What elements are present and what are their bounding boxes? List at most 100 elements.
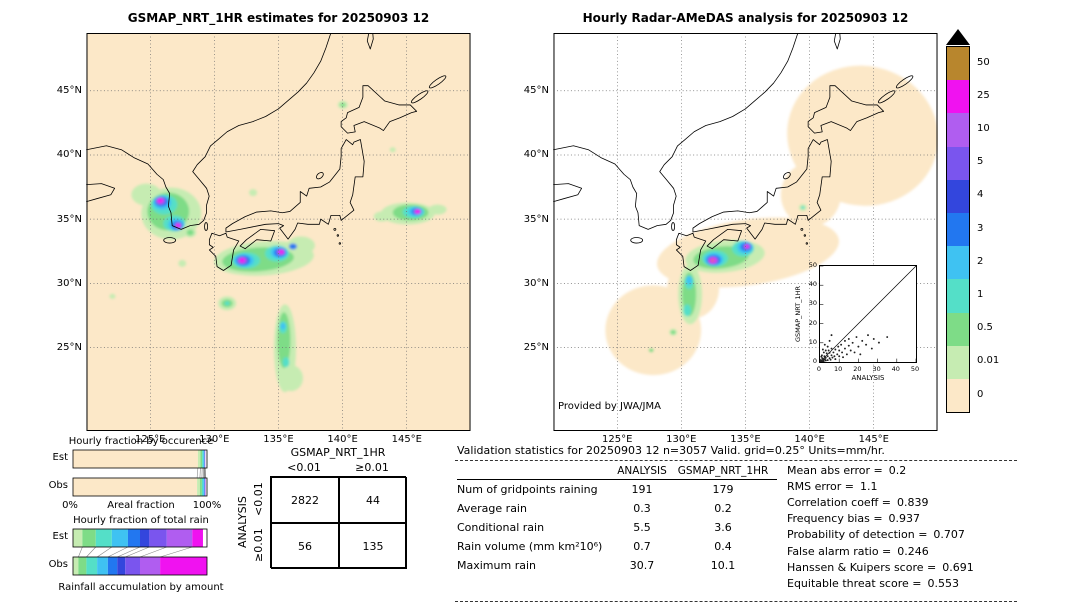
radar-amedas-precipitation-map bbox=[553, 32, 939, 432]
colorbar-band-magenta bbox=[947, 80, 969, 114]
total-rain-est-label: Est bbox=[52, 531, 68, 542]
score-row: False alarm ratio = 0.246 bbox=[787, 543, 1019, 559]
analysis-column-header: ANALYSIS bbox=[617, 464, 667, 477]
validation-title: Validation statistics for 20250903 12 n=… bbox=[457, 444, 885, 457]
stat-row: Num of gridpoints raining 191 179 bbox=[457, 480, 777, 499]
contingency-grid: 2822 44 56 135 bbox=[270, 476, 407, 569]
right-map-title: Hourly Radar-AMeDAS analysis for 2025090… bbox=[582, 11, 909, 25]
lat-tick-label: 25°N bbox=[56, 342, 82, 354]
stat-value: 179 bbox=[712, 483, 734, 496]
colorbar-tick-label: 1 bbox=[977, 289, 984, 300]
colorbar-tick-label: 2 bbox=[977, 255, 984, 267]
stat-value: 3.6 bbox=[714, 521, 732, 534]
inset-y-tick-label: 20 bbox=[808, 318, 817, 327]
validation-table-rows: Num of gridpoints raining 191 179 Average r… bbox=[457, 480, 777, 575]
colorbar-band-indigo bbox=[947, 179, 969, 213]
score-value: 0.839 bbox=[897, 495, 929, 509]
score-row: Frequency bias = 0.937 bbox=[787, 511, 1019, 527]
contingency-row-group-label: ANALYSIS bbox=[236, 496, 249, 548]
lon-tick-label: 145°E bbox=[858, 434, 889, 445]
score-row: Mean abs error = 0.2 bbox=[787, 462, 1019, 478]
colorbar-band-blue bbox=[947, 212, 969, 247]
colorbar-tick-label: 3 bbox=[977, 222, 984, 234]
validation-table: ANALYSIS GSMAP_NRT_1HR Num of gridpoints… bbox=[457, 462, 777, 575]
lon-tick-label: 135°E bbox=[730, 434, 761, 445]
stat-value: 30.7 bbox=[629, 559, 655, 572]
inset-y-tick-label: 40 bbox=[808, 280, 817, 289]
inset-x-tick-label: 40 bbox=[891, 365, 900, 373]
colorbar-tick-label: 50 bbox=[977, 56, 990, 68]
score-label: Frequency bias = bbox=[787, 512, 883, 526]
colorbar-tick-label: 0 bbox=[977, 388, 984, 400]
lat-tick-label: 30°N bbox=[523, 278, 549, 289]
gsmap-precipitation-map bbox=[86, 32, 471, 432]
occurrence-chart-title: Hourly fraction by occurence bbox=[68, 436, 214, 447]
inset-x-axis-label: ANALYSIS bbox=[851, 374, 885, 382]
stat-value: 0.3 bbox=[633, 502, 651, 515]
total-rain-obs-label: Obs bbox=[48, 559, 68, 570]
contingency-row-label-lt: <0.01 bbox=[252, 482, 265, 516]
colorbar-band-palegreen bbox=[947, 345, 969, 379]
validation-stats: Validation statistics for 20250903 12 n=… bbox=[455, 444, 1020, 609]
inset-scatter-points bbox=[819, 265, 917, 363]
score-row: Equitable threat score = 0.553 bbox=[787, 575, 1019, 591]
stat-row: Rain volume (mm km²10⁶) 0.7 0.4 bbox=[457, 537, 777, 556]
lon-tick-label: 125°E bbox=[134, 434, 166, 445]
radar-precip-layer bbox=[605, 65, 939, 376]
colorbar-tick-label: 25 bbox=[977, 89, 990, 101]
contingency-col-label-lt: <0.01 bbox=[287, 461, 321, 474]
stat-value: 191 bbox=[631, 483, 653, 496]
inset-y-tick-label: 10 bbox=[808, 337, 817, 346]
lat-tick-label: 30°N bbox=[56, 278, 82, 289]
areal-fraction-max-label: 100% bbox=[192, 500, 222, 511]
colorbar-tick-label: 0.5 bbox=[977, 322, 993, 334]
lon-tick-label: 135°E bbox=[263, 434, 294, 445]
contingency-table: GSMAP_NRT_1HR <0.01 ≥0.01 ANALYSIS <0.01… bbox=[236, 444, 436, 574]
contingency-row-label-ge: ≥0.01 bbox=[252, 528, 265, 562]
score-label: Mean abs error = bbox=[787, 463, 883, 477]
occurrence-stacked-bars bbox=[72, 449, 208, 497]
stat-value: 0.4 bbox=[714, 540, 732, 553]
radar-amedas-map-panel: Hourly Radar-AMeDAS analysis for 2025090… bbox=[524, 11, 939, 445]
divider-bottom bbox=[455, 601, 1017, 602]
colorbar: 50 25 10 5 4 3 2 1 0.5 0.01 0 bbox=[946, 28, 1021, 428]
stat-row: Average rain 0.3 0.2 bbox=[457, 499, 777, 518]
score-value: 0.2 bbox=[888, 463, 907, 477]
lon-tick-label: 130°E bbox=[666, 434, 697, 445]
score-row: Probability of detection = 0.707 bbox=[787, 527, 1019, 543]
colorbar-band-violet bbox=[947, 113, 969, 147]
occurrence-est-label: Est bbox=[52, 452, 68, 463]
data-credit: Provided by JWA/JMA bbox=[558, 401, 661, 412]
contingency-cell-fp: 44 bbox=[339, 477, 407, 523]
contingency-cell-tp: 135 bbox=[339, 523, 407, 569]
gsmap-map-panel: GSMAP_NRT_1HR estimates for 20250903 12 bbox=[57, 11, 471, 445]
colorbar-band-green bbox=[947, 312, 969, 346]
colorbar-tick-label: 4 bbox=[977, 189, 984, 201]
lat-tick-label: 40°N bbox=[523, 149, 549, 161]
colorbar-overflow-triangle-icon bbox=[946, 29, 970, 45]
contingency-cell-tn: 2822 bbox=[271, 477, 339, 523]
score-row: RMS error = 1.1 bbox=[787, 478, 1019, 494]
contingency-col-label-ge: ≥0.01 bbox=[355, 461, 389, 474]
stat-label: Conditional rain bbox=[457, 521, 545, 534]
colorbar-tick-label: 10 bbox=[977, 123, 990, 134]
inset-x-tick-label: 30 bbox=[872, 365, 881, 373]
score-label: Probability of detection = bbox=[787, 528, 928, 542]
inset-x-tick-label: 50 bbox=[910, 365, 920, 373]
score-label: RMS error = bbox=[787, 479, 854, 493]
total-rain-chart-title: Hourly fraction of total rain bbox=[73, 515, 209, 526]
total-rain-axis-title: Rainfall accumulation by amount bbox=[58, 582, 224, 593]
stat-label: Num of gridpoints raining bbox=[457, 483, 598, 496]
score-label: Equitable threat score = bbox=[787, 576, 922, 590]
score-value: 0.691 bbox=[942, 560, 974, 574]
contingency-cell-fn: 56 bbox=[271, 523, 339, 569]
areal-fraction-min-label: 0% bbox=[62, 500, 78, 511]
lon-tick-label: 140°E bbox=[794, 434, 825, 445]
score-label: False alarm ratio = bbox=[787, 544, 892, 558]
score-row: Hanssen & Kuipers score = 0.691 bbox=[787, 559, 1019, 575]
colorbar-band-cream bbox=[947, 378, 969, 413]
score-value: 0.707 bbox=[933, 528, 965, 542]
lon-tick-label: 145°E bbox=[391, 434, 422, 445]
inset-plot-area bbox=[819, 265, 917, 363]
